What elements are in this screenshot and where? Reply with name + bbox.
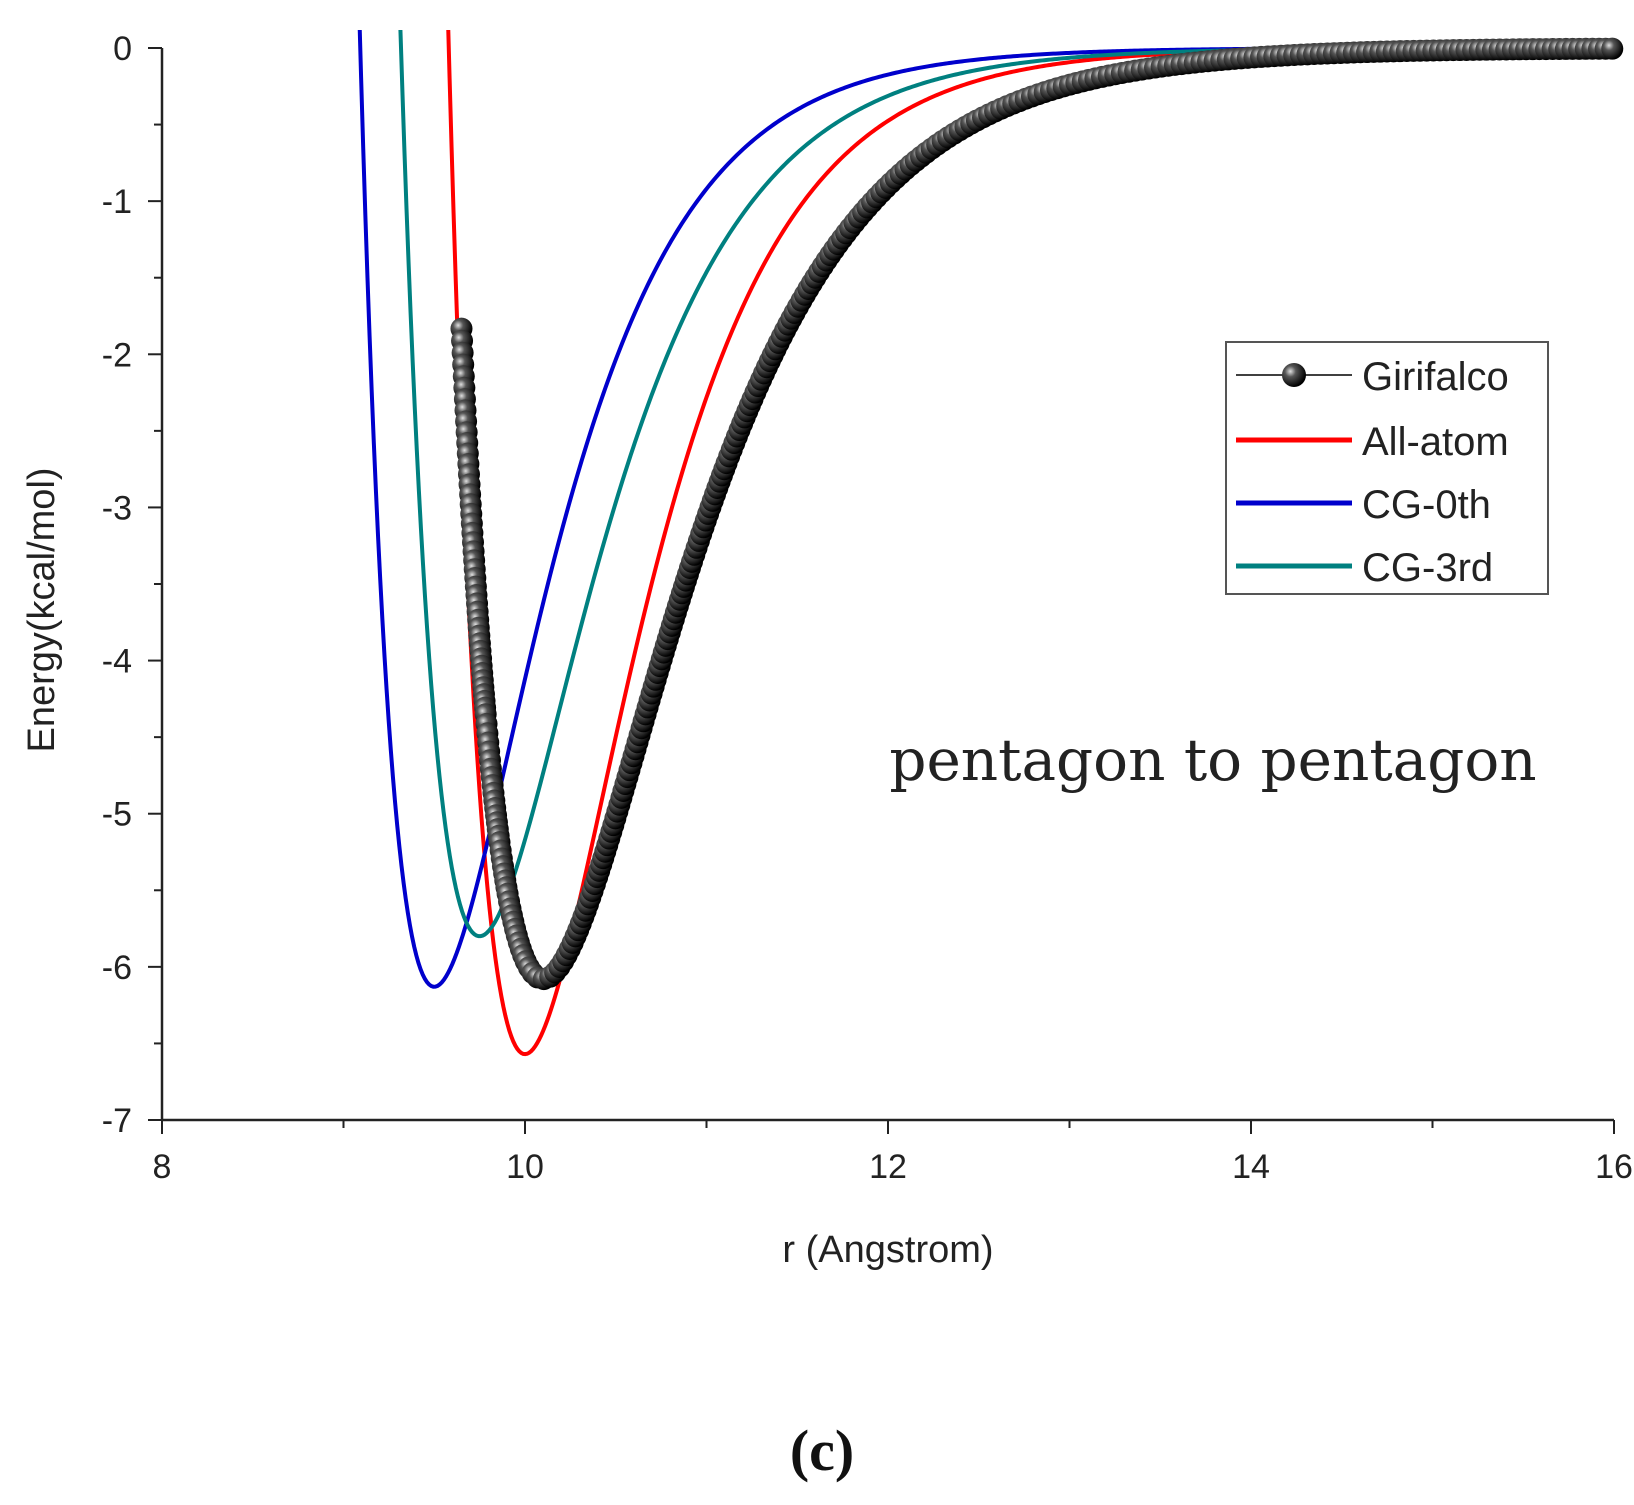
y-tick-label: -1 xyxy=(102,183,132,221)
girifalco-point xyxy=(1601,37,1624,60)
legend-label-cg-3rd: CG-3rd xyxy=(1362,546,1493,590)
legend-label-cg-0th: CG-0th xyxy=(1362,483,1491,527)
legend: Girifalco All-atom CG-0th CG-3rd xyxy=(1225,341,1549,595)
x-tick-label: 14 xyxy=(1232,1148,1270,1186)
y-axis-title: Energy(kcal/mol) xyxy=(21,467,63,752)
x-tick-label: 10 xyxy=(506,1148,544,1186)
legend-box xyxy=(1225,341,1549,595)
legend-label-girifalco: Girifalco xyxy=(1362,355,1509,399)
x-tick-label: 12 xyxy=(869,1148,907,1186)
y-tick-label: 0 xyxy=(113,30,132,68)
legend-entry-cg-0th: CG-0th xyxy=(1236,483,1491,527)
x-tick-label: 8 xyxy=(153,1148,172,1186)
panel-label: (c) xyxy=(790,1418,854,1483)
chart-annotation: pentagon to pentagon xyxy=(889,726,1536,794)
y-tick-label: -6 xyxy=(102,949,132,987)
x-axis-title: r (Angstrom) xyxy=(782,1229,993,1271)
y-tick-label: -4 xyxy=(102,643,132,681)
y-tick-label: -2 xyxy=(102,336,132,374)
y-tick-label: -3 xyxy=(102,489,132,527)
legend-entry-cg-3rd: CG-3rd xyxy=(1236,546,1493,590)
legend-marker-girifalco xyxy=(1282,363,1306,387)
y-tick-label: -7 xyxy=(102,1102,132,1140)
x-tick-label: 16 xyxy=(1595,1148,1633,1186)
legend-entry-girifalco: Girifalco xyxy=(1236,355,1509,399)
legend-entry-all-atom: All-atom xyxy=(1236,420,1509,464)
y-tick-label: -5 xyxy=(102,796,132,834)
legend-label-all-atom: All-atom xyxy=(1362,420,1509,464)
